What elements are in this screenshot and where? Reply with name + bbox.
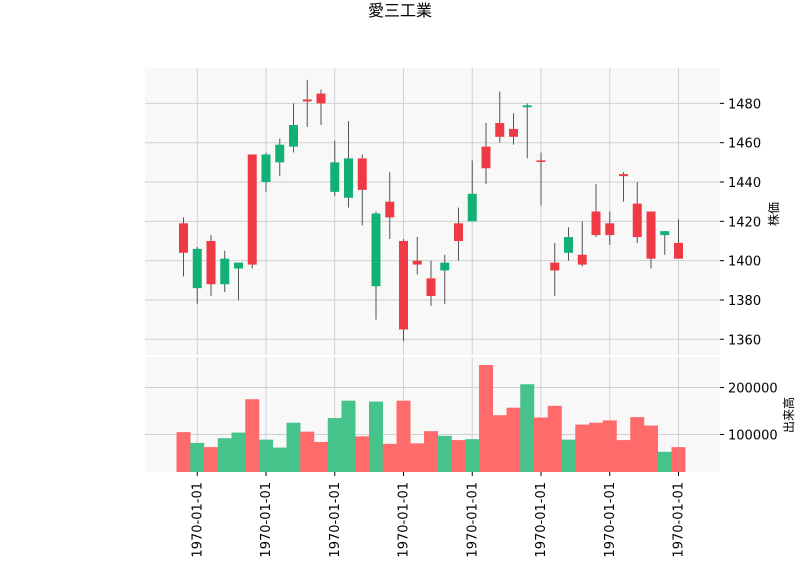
x-tick-label: 1970-01-01 — [397, 482, 412, 558]
candle-body — [179, 223, 188, 253]
x-tick-label: 1970-01-01 — [672, 482, 687, 558]
candle-body — [591, 211, 601, 236]
volume-bar — [492, 415, 507, 472]
candle-body — [302, 99, 312, 102]
candle-body — [357, 158, 367, 190]
x-tick-label: 1970-01-01 — [259, 482, 274, 558]
volume-bar — [465, 439, 480, 472]
volume-axis-label: 出来高 — [781, 397, 796, 433]
volume-bar — [451, 440, 466, 472]
volume-bar — [245, 399, 260, 472]
candle-body — [577, 254, 587, 265]
volume-bar — [396, 400, 411, 472]
volume-bar — [479, 364, 493, 472]
volume-bar — [437, 435, 452, 472]
price-tick-label: 1480 — [728, 97, 761, 112]
price-tick-label: 1440 — [728, 176, 761, 191]
candle-body — [275, 144, 285, 163]
candle-body — [646, 211, 656, 259]
volume-bar — [602, 420, 617, 472]
volume-bar — [657, 451, 672, 472]
price-tick-label: 1400 — [728, 255, 761, 270]
candle-body — [522, 105, 532, 108]
candle-body — [550, 262, 560, 271]
candle-body — [316, 93, 326, 104]
volume-bar — [534, 417, 548, 472]
candle-body — [481, 146, 491, 169]
volume-bar — [204, 447, 218, 472]
candle-body — [289, 125, 298, 147]
volume-bar — [644, 425, 658, 472]
price-tick-label: 1380 — [728, 294, 761, 309]
volume-bar — [616, 440, 631, 472]
volume-bar — [424, 431, 438, 472]
volume-bar — [369, 401, 383, 472]
price-tick-label: 1420 — [728, 215, 761, 230]
candle-body — [412, 260, 422, 265]
candle-body — [234, 262, 243, 269]
candle-body — [247, 154, 257, 265]
volume-bar — [520, 384, 535, 472]
candle-body — [632, 203, 642, 238]
candle-body — [206, 240, 216, 285]
candle-body — [605, 223, 615, 236]
volume-bar — [630, 417, 645, 472]
price-panel-bg — [145, 68, 720, 355]
candle-body — [536, 160, 546, 162]
candle-body — [220, 258, 230, 285]
candle-body — [344, 158, 353, 198]
volume-bar — [589, 422, 603, 472]
candle-body — [564, 237, 573, 253]
volume-bar — [382, 443, 397, 472]
candle-body — [467, 193, 477, 222]
volume-bar — [547, 405, 562, 472]
candle-body — [385, 201, 395, 218]
candle-body — [261, 154, 271, 183]
volume-bar — [575, 424, 590, 472]
volume-bar — [300, 431, 315, 472]
volume-bar — [355, 436, 370, 472]
candle-body — [399, 240, 408, 330]
candle-body — [192, 248, 202, 289]
candle-body — [509, 128, 518, 137]
candle-body — [619, 174, 628, 177]
volume-bar — [190, 442, 205, 472]
x-tick-label: 1970-01-01 — [190, 482, 205, 558]
volume-bar — [286, 422, 301, 472]
x-tick-label: 1970-01-01 — [534, 482, 549, 558]
candle-body — [330, 162, 340, 192]
chart-title: 愛三工業 — [368, 1, 432, 20]
candle-body — [495, 123, 505, 137]
price-tick-label: 1360 — [728, 333, 761, 348]
volume-bar — [176, 432, 191, 472]
candle-body — [426, 278, 436, 297]
volume-bar — [410, 443, 425, 472]
candle-body — [674, 242, 683, 259]
volume-tick-label: 200000 — [728, 382, 778, 397]
volume-bar — [231, 432, 246, 472]
x-tick-label: 1970-01-01 — [328, 482, 343, 558]
x-tick-label: 1970-01-01 — [603, 482, 618, 558]
candle-body — [371, 213, 381, 287]
volume-bar — [259, 439, 273, 472]
candle-body — [660, 231, 670, 236]
volume-bar — [217, 438, 232, 472]
candle-body — [454, 223, 463, 241]
candle-body — [440, 262, 450, 271]
volume-bar — [671, 447, 686, 472]
price-axis-label: 株価 — [766, 202, 781, 226]
volume-bar — [561, 439, 576, 472]
volume-bar — [314, 441, 328, 472]
x-tick-label: 1970-01-01 — [465, 482, 480, 558]
volume-bar — [327, 418, 342, 472]
volume-bar — [506, 407, 521, 472]
volume-bar — [341, 400, 356, 472]
volume-bar — [272, 447, 287, 472]
price-tick-label: 1460 — [728, 137, 761, 152]
volume-tick-label: 100000 — [728, 428, 778, 443]
